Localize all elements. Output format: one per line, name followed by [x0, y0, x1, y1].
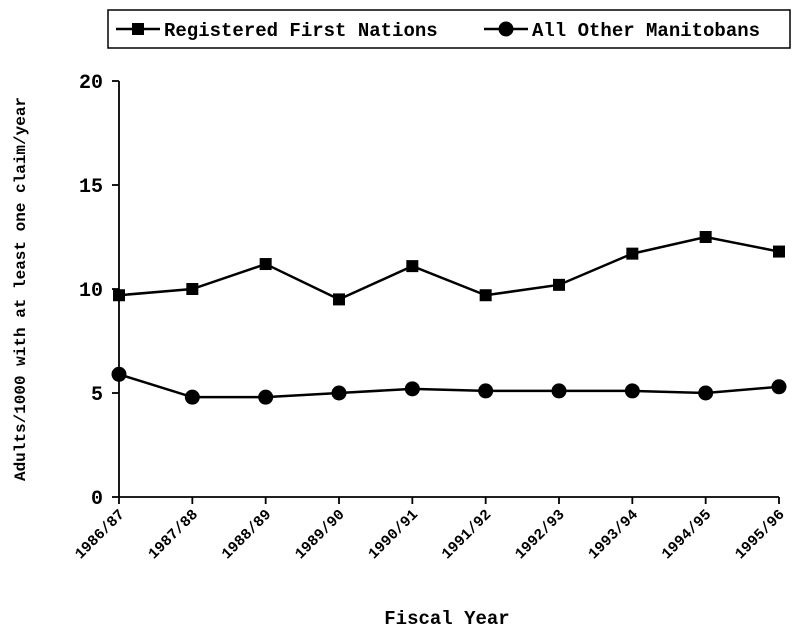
x-tick-label: 1990/91 [365, 507, 422, 564]
x-tick-label: 1989/90 [292, 507, 349, 564]
series-line-all-other-manitobans [118, 373, 780, 399]
data-point-registered-first-nations [479, 289, 492, 302]
data-point-all-other-manitobans [624, 383, 640, 399]
legend-label-registered-first-nations: Registered First Nations [164, 20, 438, 42]
data-point-all-other-manitobans [698, 385, 714, 401]
data-point-all-other-manitobans [771, 379, 787, 395]
data-point-registered-first-nations [406, 260, 419, 273]
data-point-all-other-manitobans [551, 383, 567, 399]
x-tick-label: 1988/89 [219, 507, 276, 564]
series-layer [111, 231, 787, 405]
data-point-registered-first-nations [259, 258, 272, 271]
data-point-all-other-manitobans [111, 366, 127, 382]
y-tick-label: 0 [91, 488, 103, 511]
data-point-registered-first-nations [553, 278, 565, 291]
legend-marker-square [132, 23, 144, 35]
x-tick-label: 1986/87 [72, 507, 129, 564]
legend-frame [107, 9, 791, 49]
x-axis-title: Fiscal Year [384, 608, 509, 627]
data-point-registered-first-nations [113, 289, 125, 302]
x-tick-label: 1992/93 [512, 507, 569, 564]
legend-label-all-other-manitobans: All Other Manitobans [532, 20, 760, 42]
x-tick-label: 1995/96 [732, 507, 789, 564]
legend-marker-circle [498, 21, 514, 37]
series-line-registered-first-nations [118, 235, 780, 301]
x-tick-label: 1987/88 [145, 507, 202, 564]
data-point-all-other-manitobans [331, 385, 347, 401]
legend: Registered First Nations All Other Manit… [107, 9, 791, 49]
y-ticks: 0 5 10 15 20 [79, 72, 119, 511]
data-point-registered-first-nations [333, 293, 345, 306]
data-point-registered-first-nations [773, 245, 785, 258]
data-point-all-other-manitobans [478, 383, 494, 399]
data-point-all-other-manitobans [184, 389, 200, 405]
x-tick-label: 1991/92 [439, 507, 496, 564]
data-point-registered-first-nations [626, 247, 639, 260]
data-point-all-other-manitobans [258, 389, 274, 405]
y-tick-label: 20 [79, 72, 103, 95]
data-point-all-other-manitobans [404, 381, 420, 397]
y-tick-label: 15 [79, 176, 103, 199]
x-tick-label: 1994/95 [659, 507, 716, 564]
y-axis-title: Adults/1000 with at least one claim/year [12, 97, 30, 481]
data-point-registered-first-nations [186, 283, 199, 295]
y-tick-label: 5 [91, 384, 103, 407]
x-ticks: 1986/87 1987/88 1988/89 1989/90 1990/91 1991/… [72, 497, 789, 563]
data-point-registered-first-nations [699, 231, 712, 243]
y-tick-label: 10 [79, 280, 103, 303]
x-tick-label: 1993/94 [585, 507, 642, 564]
